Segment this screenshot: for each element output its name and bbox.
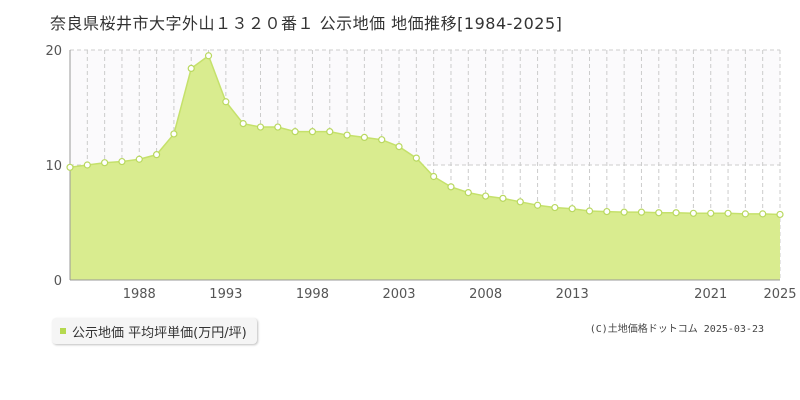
y-tick-label: 20 — [45, 44, 62, 59]
data-point — [585, 207, 594, 215]
data-point — [274, 123, 282, 131]
x-tick-label: 1993 — [209, 287, 242, 302]
data-point — [326, 128, 334, 136]
data-point — [378, 136, 386, 144]
data-point — [222, 98, 230, 106]
data-point — [464, 189, 472, 197]
legend-swatch — [60, 328, 66, 334]
data-point — [343, 131, 351, 139]
data-point — [360, 133, 368, 141]
chart-title: 奈良県桜井市大字外山１３２０番１ 公示地価 地価推移[1984-2025] — [50, 14, 563, 33]
data-point — [741, 210, 749, 218]
data-point — [672, 209, 680, 217]
data-point — [430, 172, 438, 181]
data-points — [66, 52, 784, 219]
data-point — [187, 64, 195, 73]
data-point — [689, 209, 698, 217]
tick-labels: 0 10 20 1988 1993 1998 2003 2008 2013 2021 2025 — [45, 44, 796, 302]
data-point — [447, 183, 455, 191]
data-point — [152, 151, 161, 159]
data-point — [655, 209, 663, 217]
x-tick-label: 2003 — [382, 287, 415, 302]
data-point — [724, 209, 732, 217]
x-tick-label: 2013 — [556, 287, 589, 302]
x-tick-label: 2025 — [763, 287, 796, 302]
data-point — [620, 208, 628, 216]
data-point — [291, 128, 299, 136]
data-point — [637, 208, 646, 216]
data-point — [603, 207, 611, 216]
data-point — [516, 198, 524, 206]
data-point — [533, 201, 542, 209]
data-point — [83, 161, 91, 169]
data-point — [204, 52, 213, 60]
data-point — [395, 143, 403, 151]
x-tick-label: 2008 — [469, 287, 502, 302]
data-point — [308, 128, 317, 136]
data-point — [118, 157, 126, 166]
data-point — [499, 194, 507, 202]
legend[interactable]: 公示地価 平均坪単価(万円/坪) — [52, 318, 257, 344]
data-point — [412, 154, 420, 162]
data-point — [551, 203, 559, 212]
x-tick-label: 1998 — [296, 287, 329, 302]
data-point — [170, 130, 178, 138]
data-point — [101, 159, 109, 167]
credit-text: (C)土地価格ドットコム 2025-03-23 — [589, 324, 764, 335]
data-point — [568, 205, 576, 213]
data-point — [135, 155, 143, 163]
x-tick-label: 1988 — [123, 287, 156, 302]
y-tick-label: 10 — [45, 159, 62, 174]
y-tick-label: 0 — [54, 274, 62, 289]
data-point — [66, 163, 74, 171]
data-point — [239, 119, 247, 128]
data-point — [759, 210, 767, 218]
data-point — [482, 192, 490, 200]
data-point — [256, 123, 265, 131]
data-point — [707, 209, 715, 217]
x-tick-label: 2021 — [694, 287, 727, 302]
legend-label: 公示地価 平均坪単価(万円/坪) — [72, 325, 247, 341]
data-point — [776, 210, 784, 219]
